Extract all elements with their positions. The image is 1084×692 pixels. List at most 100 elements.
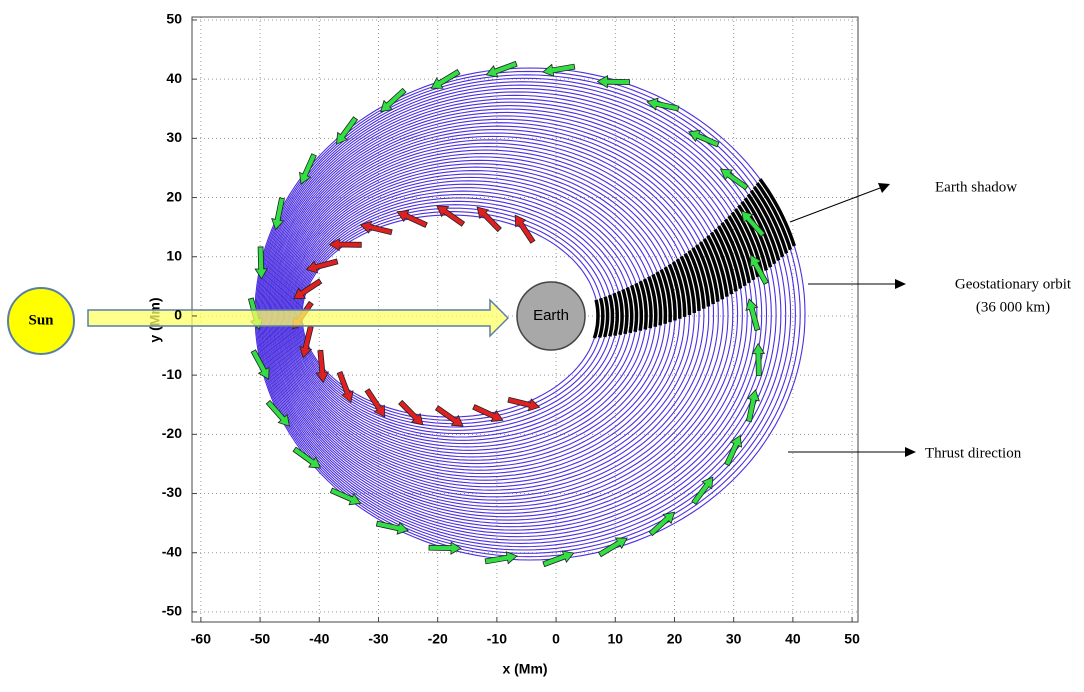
thrust-arrow [749, 254, 769, 285]
thrust-label: Thrust direction [925, 445, 1022, 461]
shadow-segment [695, 244, 715, 305]
thrust-arrow [485, 60, 518, 78]
shadow-segment [667, 263, 682, 319]
thrust-arrow [336, 371, 354, 404]
y-tick-label: 30 [166, 129, 182, 145]
thrust-arrow [293, 278, 323, 300]
x-tick-label: -10 [487, 631, 507, 647]
shadow-segment [602, 296, 610, 338]
shadow-segment [723, 218, 751, 284]
shadow-segment [625, 287, 634, 334]
shadow-segment [671, 261, 687, 317]
thrust-arrow [299, 325, 314, 359]
thrust-arrow [265, 399, 290, 427]
sunlight-arrow [87, 298, 510, 338]
shadow-segment [749, 189, 785, 258]
shadow-segment [647, 276, 658, 327]
x-tick-label: -50 [250, 631, 270, 647]
thrust-arrow [476, 206, 502, 233]
thrust-arrow [648, 511, 676, 537]
shadow-segment [651, 273, 663, 326]
shadow-segment [752, 185, 789, 254]
thrust-arrow [740, 210, 766, 238]
shadow-segment [634, 282, 644, 331]
y-tick-label: 40 [166, 70, 182, 86]
y-tick-label: 50 [166, 11, 182, 27]
thrust-arrow [396, 209, 428, 228]
shadow-segment [659, 268, 672, 323]
thrust-arrow [430, 69, 461, 89]
shadow-segment [713, 228, 738, 292]
thrust-arrow [688, 129, 720, 148]
thrust-arrow [724, 434, 743, 467]
shadow-segment [727, 215, 756, 281]
shadow-segment [758, 178, 796, 247]
x-tick-label: 20 [667, 631, 683, 647]
thrust-arrow [434, 405, 464, 427]
thrust-arrow [375, 520, 409, 535]
shadow-segment [755, 182, 793, 251]
shadow-segment [642, 278, 653, 329]
plot-area [192, 17, 858, 622]
thrust-arrow [436, 205, 466, 227]
shadow-segment [683, 252, 701, 311]
thrust-arrow [542, 550, 575, 568]
thrust-arrow [514, 214, 536, 244]
y-tick-label: -30 [162, 484, 182, 500]
x-tick-label: -30 [368, 631, 388, 647]
thrust-arrow [380, 87, 407, 113]
shadow-segment [679, 255, 697, 314]
x-tick-label: -40 [309, 631, 329, 647]
shadow-segment [743, 197, 777, 265]
shadow-segment [698, 241, 720, 302]
shadow-segment [706, 234, 729, 297]
thrust-arrow [292, 446, 322, 469]
shadow-segment [720, 221, 747, 287]
x-tick-label: 50 [844, 631, 860, 647]
thrust-arrow [646, 97, 680, 112]
shadow-segment [734, 208, 764, 275]
thrust-arrow [254, 246, 268, 280]
thrust-arrow [305, 258, 339, 274]
x-tick-label: -20 [428, 631, 448, 647]
geo-label: Geostationary orbit [955, 276, 1072, 292]
thrust-arrow [329, 487, 362, 506]
annotation-arrows [788, 187, 905, 453]
shadow-segment [638, 280, 648, 330]
thrust-arrow [484, 551, 518, 565]
y-tick-label: 20 [166, 188, 182, 204]
x-tick-label: 10 [607, 631, 623, 647]
shadow-segment [717, 225, 743, 289]
shadow-segment [675, 258, 692, 316]
x-tick-label: 30 [726, 631, 742, 647]
annotation-arrowheads [878, 183, 916, 457]
thrust-arrow [315, 349, 329, 384]
y-tick-label: -40 [162, 543, 182, 559]
thrust-arrow [271, 197, 285, 231]
sun-label: Sun [28, 312, 54, 328]
shadow-segment [592, 299, 600, 339]
earth-label: Earth [533, 307, 569, 324]
thrust-arrow [745, 389, 760, 423]
x-axis-label: x (Mm) [502, 661, 547, 677]
shadow-segment [607, 294, 615, 337]
thrust-arrow [336, 116, 359, 145]
thrust-arrow [398, 399, 424, 426]
shadow-segment [616, 290, 624, 336]
thrust-arrow [364, 388, 386, 418]
x-tick-label: 40 [785, 631, 801, 647]
shadow-segment [630, 284, 639, 333]
shadow-segment [655, 271, 668, 324]
thrust-arrow [719, 168, 749, 191]
thrust-arrow [250, 349, 270, 380]
shadow-segment [702, 238, 725, 300]
thrust-arrow [328, 237, 362, 252]
shadow-segment [691, 247, 711, 307]
thrust-arrow [472, 404, 504, 423]
y-tick-label: -50 [162, 603, 182, 619]
thrust-arrow [751, 342, 766, 377]
shadow-segment [746, 193, 781, 261]
y-tick-label: 0 [174, 307, 182, 323]
x-tick-label: -60 [191, 631, 211, 647]
